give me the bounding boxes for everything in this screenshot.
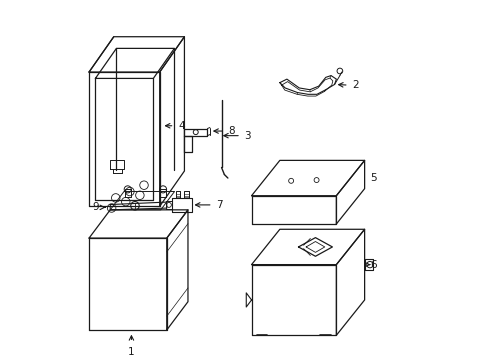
Text: 7: 7: [216, 200, 223, 210]
Text: 4: 4: [178, 121, 184, 131]
Text: 6: 6: [369, 260, 376, 270]
Text: 9: 9: [92, 202, 99, 212]
Text: 2: 2: [351, 80, 358, 90]
Text: 8: 8: [228, 126, 235, 136]
Text: 1: 1: [128, 347, 135, 357]
Text: 5: 5: [369, 173, 376, 183]
Text: 3: 3: [244, 131, 251, 141]
